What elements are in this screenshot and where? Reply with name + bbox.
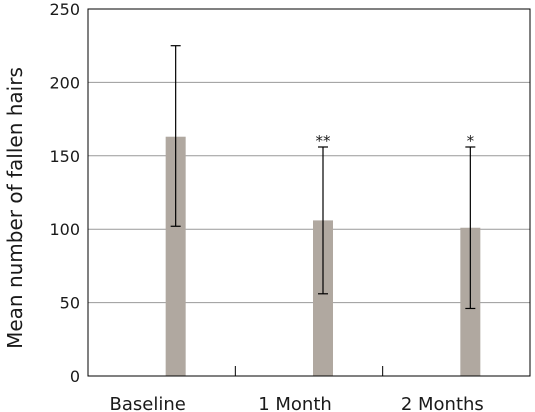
bar [165,136,186,376]
gridlines [88,81,530,304]
bars [165,136,481,376]
y-tick-label: 250 [49,0,80,19]
x-category-label: 2 Months [401,394,484,412]
significance-labels: ** * [316,132,475,150]
plot-frame [87,8,531,377]
axes [87,8,531,377]
x-category-label: Baseline [110,394,186,412]
bar [313,220,333,376]
y-tick-label: 100 [49,220,80,239]
y-tick-labels: 0 50 100 150 200 250 [49,0,80,386]
y-tick-label: 150 [49,147,80,166]
significance-marker: * [467,132,475,150]
y-tick-label: 0 [70,367,80,386]
x-category-label: 1 Month [258,394,332,412]
y-tick-label: 50 [60,294,80,313]
y-axis-title: Mean number of fallen hairs [3,67,27,349]
significance-marker: ** [316,132,332,150]
y-tick-label: 200 [49,73,80,92]
x-category-labels: Baseline 1 Month 2 Months [110,394,484,412]
error-bars [170,45,476,310]
